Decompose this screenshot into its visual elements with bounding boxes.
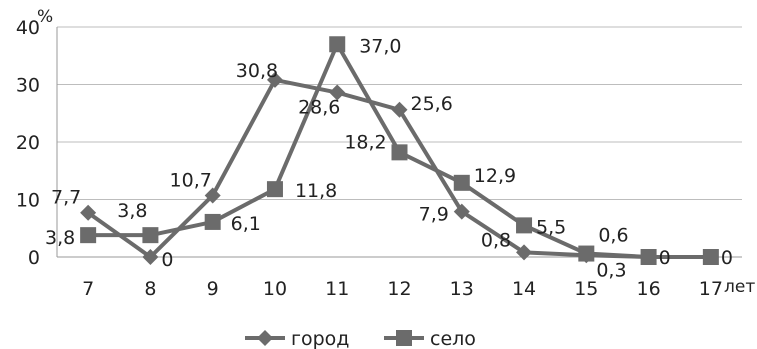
diamond-marker <box>516 244 533 261</box>
square-marker <box>391 144 408 161</box>
y-tick-label: 30 <box>16 75 40 97</box>
data-label: 0,3 <box>596 259 626 281</box>
square-marker <box>80 227 97 244</box>
diamond-marker <box>80 204 97 221</box>
data-label: 0 <box>659 247 671 269</box>
square-marker <box>266 181 283 198</box>
legend-label: село <box>430 328 476 349</box>
x-tick-label: 17 <box>699 278 723 300</box>
legend: город село <box>245 328 476 349</box>
x-tick-label: 10 <box>263 278 287 300</box>
diamond-marker <box>391 101 408 118</box>
y-tick-label: 10 <box>16 190 40 212</box>
data-label: 18,2 <box>344 131 386 153</box>
y-tick-labels: 0 10 20 30 40 <box>16 17 40 269</box>
y-tick-label: 20 <box>16 132 40 154</box>
x-unit-label: лет <box>724 277 755 297</box>
x-tick-label: 7 <box>82 278 94 300</box>
legend-diamond-marker <box>257 330 273 346</box>
data-label: 3,8 <box>117 200 147 222</box>
square-marker <box>142 227 159 244</box>
gridlines <box>57 26 742 200</box>
diamond-marker <box>266 71 283 88</box>
x-tick-label: 9 <box>207 278 219 300</box>
data-labels: 7,7 0 10,7 30,8 28,6 25,6 7,9 0,8 0,3 3,8 3,8 6,1 11… <box>45 35 733 281</box>
square-marker <box>578 245 595 262</box>
y-tick-label: 40 <box>16 17 40 39</box>
data-label: 28,6 <box>298 97 340 119</box>
data-label: 12,9 <box>474 165 516 187</box>
data-label: 0 <box>721 247 733 269</box>
series-group <box>80 36 719 265</box>
x-tick-label: 15 <box>574 278 598 300</box>
y-tick-label: 0 <box>28 247 40 269</box>
diamond-marker <box>329 84 346 101</box>
x-tick-label: 8 <box>144 278 156 300</box>
legend-label: город <box>291 328 349 349</box>
legend-square-marker <box>396 330 412 346</box>
data-label: 11,8 <box>295 180 337 202</box>
data-label: 0,8 <box>481 229 511 251</box>
square-marker <box>204 213 221 230</box>
data-label: 10,7 <box>170 169 212 191</box>
x-tick-label: 14 <box>512 278 536 300</box>
x-tick-label: 12 <box>387 278 411 300</box>
data-label: 25,6 <box>411 93 453 115</box>
square-marker <box>329 36 346 53</box>
data-label: 3,8 <box>45 227 75 249</box>
square-marker <box>453 174 470 191</box>
diamond-marker <box>142 249 159 265</box>
diamond-marker <box>204 187 221 204</box>
data-label: 6,1 <box>231 213 261 235</box>
x-tick-label: 16 <box>636 278 660 300</box>
square-marker <box>516 217 533 234</box>
square-marker <box>702 249 719 265</box>
data-label: 7,9 <box>419 204 449 226</box>
x-tick-label: 13 <box>450 278 474 300</box>
x-tick-label: 11 <box>325 278 349 300</box>
square-marker <box>640 249 657 265</box>
data-label: 0,6 <box>598 225 628 247</box>
y-unit-label: % <box>37 7 53 27</box>
diamond-marker <box>453 203 470 220</box>
data-label: 7,7 <box>51 187 81 209</box>
data-label: 30,8 <box>236 60 278 82</box>
x-tick-labels: 7 8 9 10 11 12 13 14 15 16 17 <box>82 278 723 300</box>
data-label: 0 <box>161 249 173 271</box>
data-label: 5,5 <box>536 216 566 238</box>
data-label: 37,0 <box>359 35 401 57</box>
